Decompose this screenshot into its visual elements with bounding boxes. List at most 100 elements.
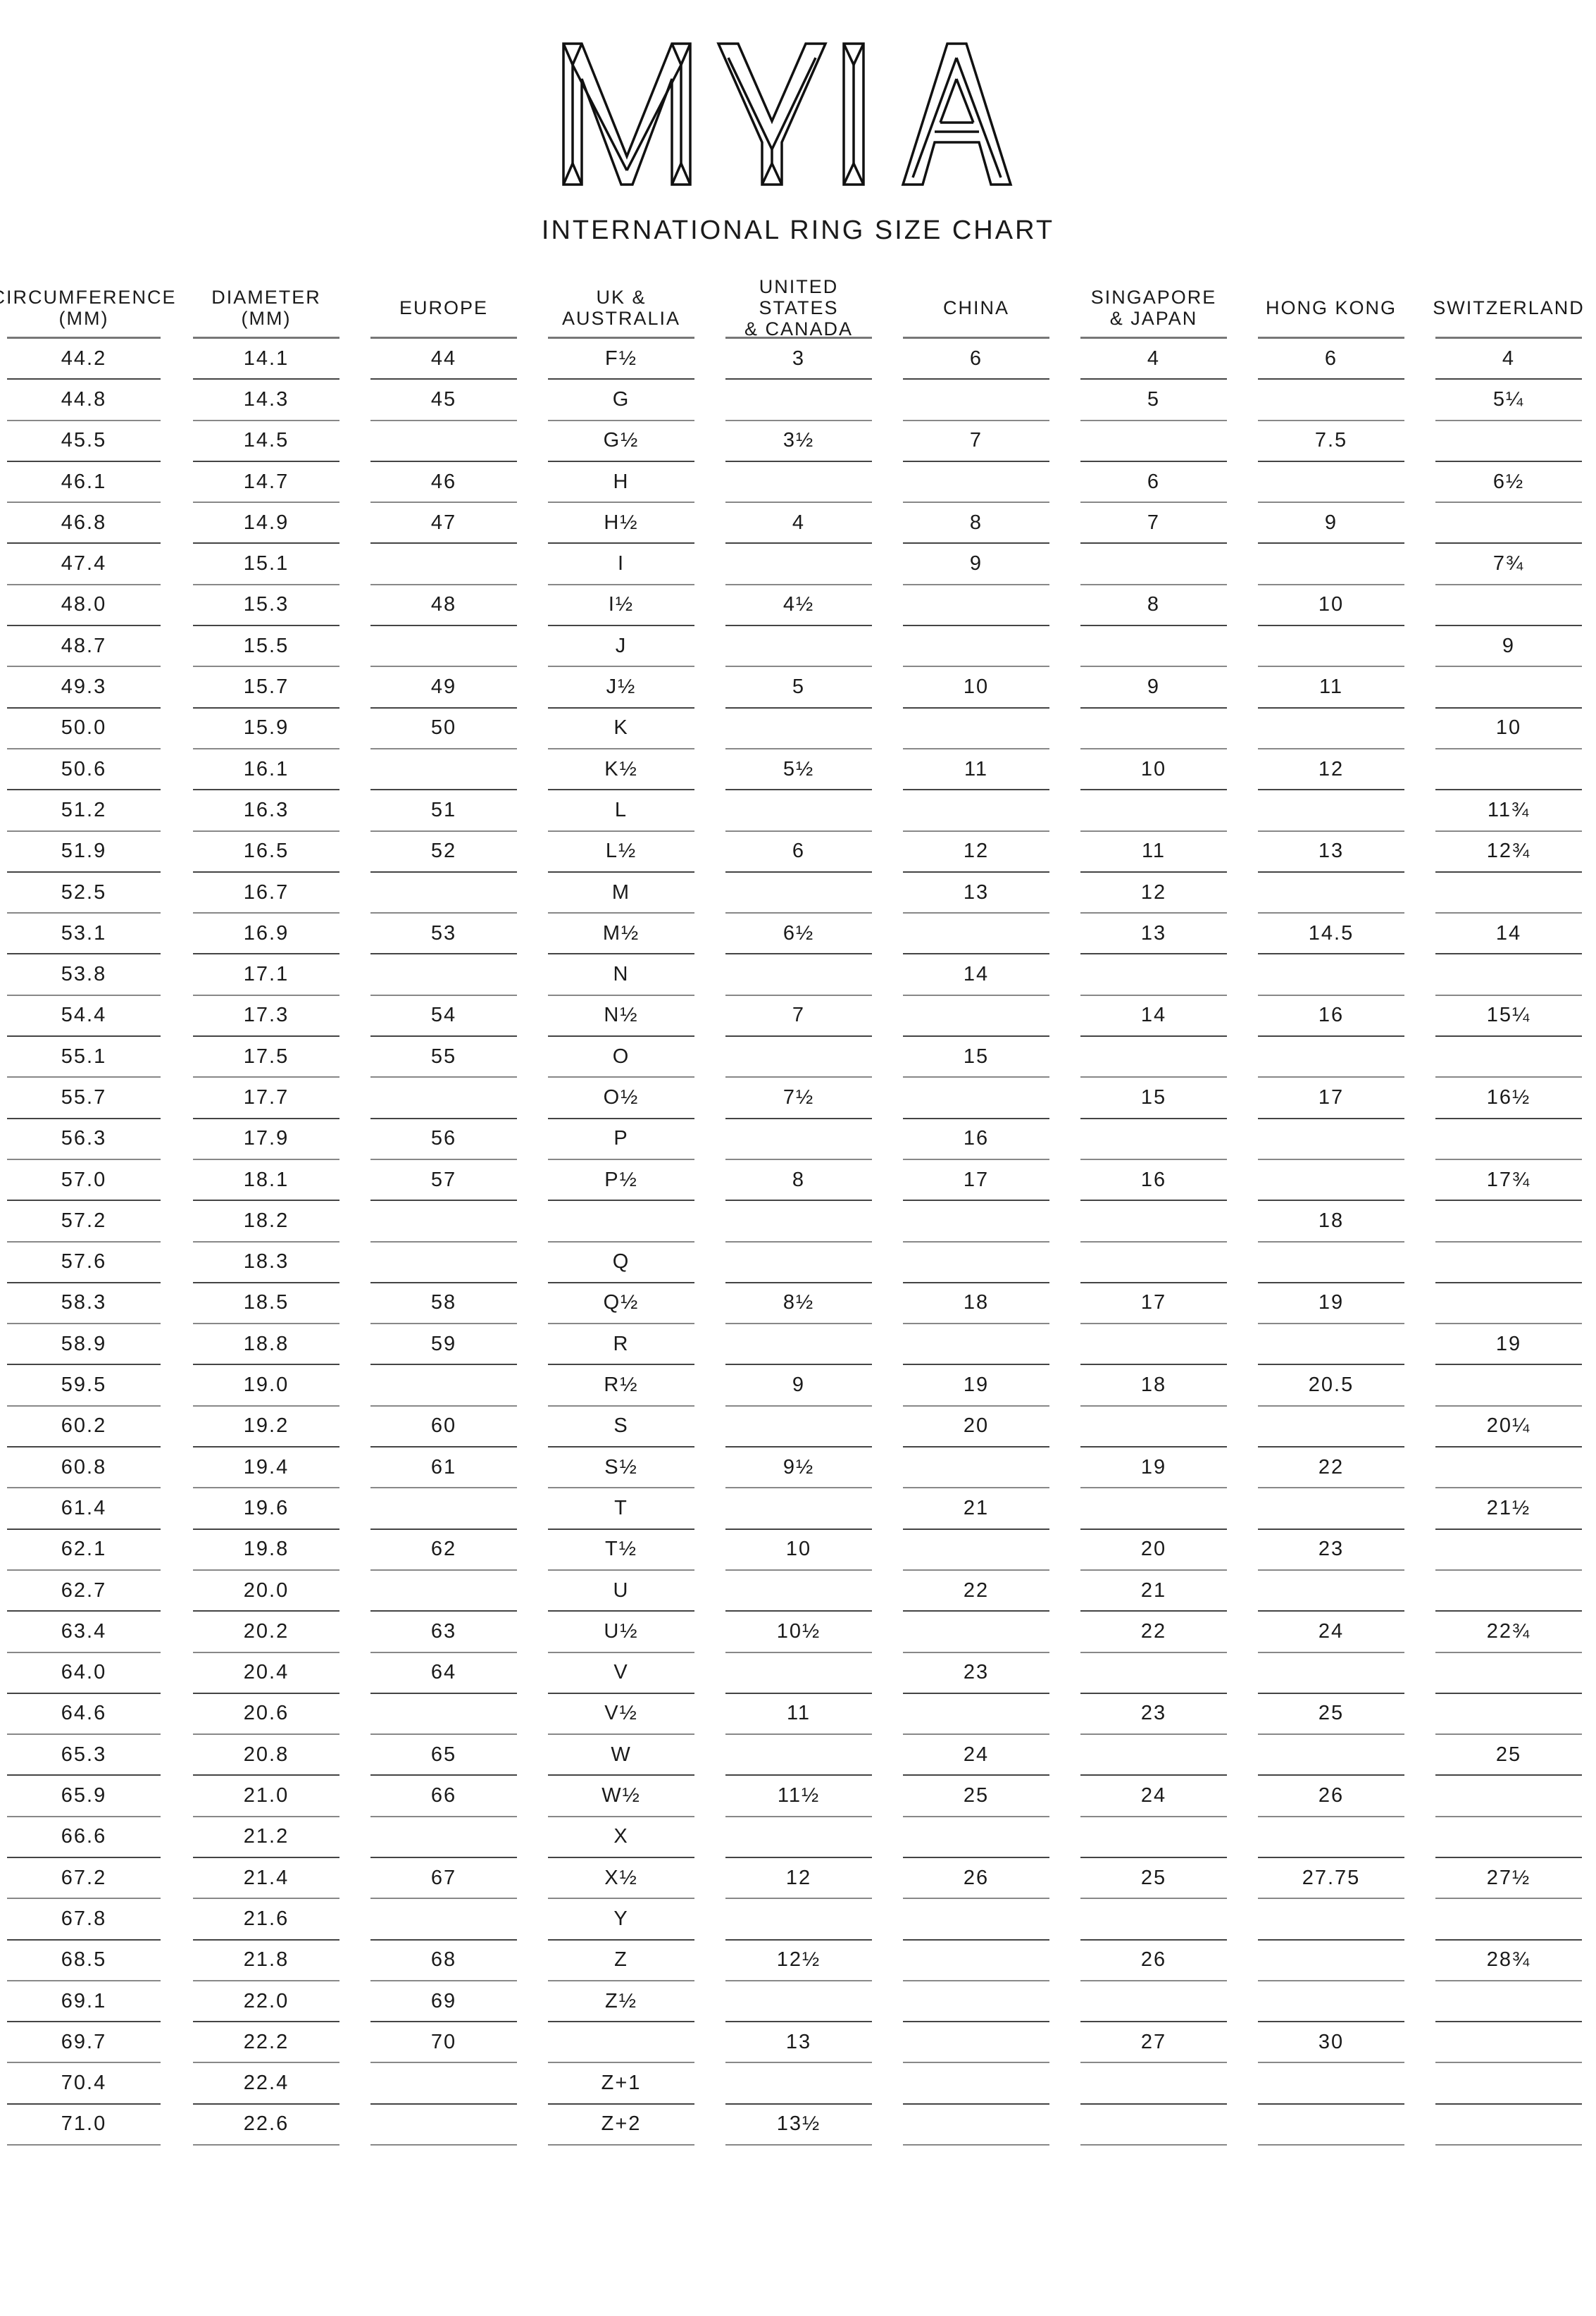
table-cell: G — [548, 380, 694, 421]
table-cell — [370, 2063, 517, 2105]
table-cell — [725, 462, 872, 504]
table-cell — [1435, 1981, 1582, 2023]
table-cell: 21 — [1080, 1571, 1227, 1612]
table-cell: 46.8 — [7, 503, 161, 544]
table-cell: H — [548, 462, 694, 504]
table-cell: 6 — [1080, 462, 1227, 504]
table-cell: 18 — [903, 1283, 1049, 1325]
table-cell: Z½ — [548, 1981, 694, 2023]
table-cell — [903, 626, 1049, 668]
table-cell — [1435, 585, 1582, 627]
table-cell: 7.5 — [1258, 421, 1404, 462]
table-cell — [725, 790, 872, 832]
table-cell — [903, 1694, 1049, 1736]
table-row: 60.2 19.2 60 S 20 20¼ — [0, 1407, 1596, 1448]
table-cell: O — [548, 1037, 694, 1078]
table-cell — [1435, 503, 1582, 544]
table-cell: 21½ — [1435, 1488, 1582, 1530]
table-cell: 27.75 — [1258, 1858, 1404, 1900]
table-cell: 19 — [1080, 1448, 1227, 1489]
table-cell — [1258, 380, 1404, 421]
table-cell — [903, 1899, 1049, 1941]
table-cell — [903, 462, 1049, 504]
table-cell: 13 — [1080, 914, 1227, 955]
table-row: 67.8 21.6 Y — [0, 1899, 1596, 1941]
table-cell: 16 — [1080, 1160, 1227, 1202]
table-cell — [725, 709, 872, 749]
table-cell: 14.3 — [193, 380, 339, 421]
table-cell: 27 — [1080, 2022, 1227, 2064]
table-cell: 60.8 — [7, 1448, 161, 1489]
table-cell: 16.7 — [193, 873, 339, 914]
table-cell — [1258, 1735, 1404, 1776]
table-row: 49.3 15.7 49 J½ 5 10 9 11 — [0, 667, 1596, 709]
table-cell — [1435, 1694, 1582, 1736]
table-row: 54.4 17.3 54 N½ 7 14 16 15¼ — [0, 996, 1596, 1038]
table-cell: 11½ — [725, 1776, 872, 1817]
table-cell: 9 — [903, 544, 1049, 585]
table-cell: 15.7 — [193, 667, 339, 709]
table-cell — [903, 1243, 1049, 1283]
table-cell: 67.2 — [7, 1858, 161, 1900]
table-cell — [903, 1981, 1049, 2023]
table-cell: Q — [548, 1243, 694, 1283]
table-cell — [1258, 1243, 1404, 1283]
table-cell: 52.5 — [7, 873, 161, 914]
table-cell — [370, 626, 517, 668]
table-cell: 15.3 — [193, 585, 339, 627]
table-cell — [725, 1119, 872, 1160]
table-cell — [903, 1448, 1049, 1489]
table-cell — [1080, 421, 1227, 462]
table-cell — [1080, 1407, 1227, 1448]
table-row: 70.4 22.4 Z+1 — [0, 2063, 1596, 2105]
table-cell: 9 — [1435, 626, 1582, 668]
table-cell: 6½ — [1435, 462, 1582, 504]
table-cell: 19 — [1258, 1283, 1404, 1325]
table-row: 51.2 16.3 51 L 11¾ — [0, 790, 1596, 832]
table-cell: 59.5 — [7, 1365, 161, 1407]
table-cell: 54.4 — [7, 996, 161, 1038]
table-cell: 16.3 — [193, 790, 339, 832]
table-cell — [1435, 1283, 1582, 1325]
table-cell: 17.5 — [193, 1037, 339, 1078]
table-row: 57.6 18.3 Q — [0, 1243, 1596, 1283]
table-cell: X½ — [548, 1858, 694, 1900]
table-cell — [725, 1324, 872, 1366]
table-cell: 25 — [903, 1776, 1049, 1817]
table-cell: 53 — [370, 914, 517, 955]
table-cell — [725, 544, 872, 585]
table-cell: 19.2 — [193, 1407, 339, 1448]
table-cell: U½ — [548, 1612, 694, 1653]
table-cell — [725, 1201, 872, 1243]
table-cell — [903, 2105, 1049, 2146]
table-cell: F½ — [548, 339, 694, 380]
table-cell: 5½ — [725, 749, 872, 791]
table-cell: I — [548, 544, 694, 585]
table-cell — [903, 709, 1049, 749]
table-cell: P½ — [548, 1160, 694, 1202]
table-row: 64.0 20.4 64 V 23 — [0, 1653, 1596, 1694]
table-row: 55.1 17.5 55 O 15 — [0, 1037, 1596, 1078]
table-cell: 22.2 — [193, 2022, 339, 2064]
table-cell: Y — [548, 1899, 694, 1941]
table-cell: 47.4 — [7, 544, 161, 585]
table-cell: 18 — [1080, 1365, 1227, 1407]
table-cell: Z+1 — [548, 2063, 694, 2105]
table-cell: 57.2 — [7, 1201, 161, 1243]
table-cell: 58 — [370, 1283, 517, 1325]
table-cell — [1435, 1201, 1582, 1243]
table-cell: 71.0 — [7, 2105, 161, 2146]
table-cell: 12 — [1258, 749, 1404, 791]
table-cell: 21.2 — [193, 1817, 339, 1858]
table-cell — [725, 1571, 872, 1612]
table-row: 66.6 21.2 X — [0, 1817, 1596, 1858]
table-cell: 61 — [370, 1448, 517, 1489]
table-cell: 30 — [1258, 2022, 1404, 2064]
table-cell — [1435, 2063, 1582, 2105]
table-cell: N½ — [548, 996, 694, 1038]
table-cell: 22 — [1080, 1612, 1227, 1653]
table-cell — [903, 380, 1049, 421]
table-row: 45.5 14.5 G½ 3½ 7 7.5 — [0, 421, 1596, 462]
table-cell: 12½ — [725, 1941, 872, 1981]
table-cell — [725, 1488, 872, 1530]
